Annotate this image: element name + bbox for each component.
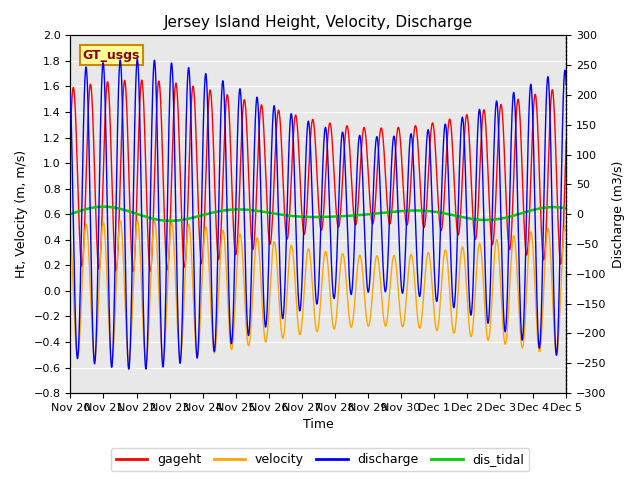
Y-axis label: Discharge (m3/s): Discharge (m3/s) xyxy=(612,160,625,268)
Y-axis label: Ht, Velocity (m, m/s): Ht, Velocity (m, m/s) xyxy=(15,150,28,278)
Title: Jersey Island Height, Velocity, Discharge: Jersey Island Height, Velocity, Discharg… xyxy=(164,15,473,30)
X-axis label: Time: Time xyxy=(303,419,333,432)
Legend: gageht, velocity, discharge, dis_tidal: gageht, velocity, discharge, dis_tidal xyxy=(111,448,529,471)
Text: GT_usgs: GT_usgs xyxy=(83,48,140,61)
